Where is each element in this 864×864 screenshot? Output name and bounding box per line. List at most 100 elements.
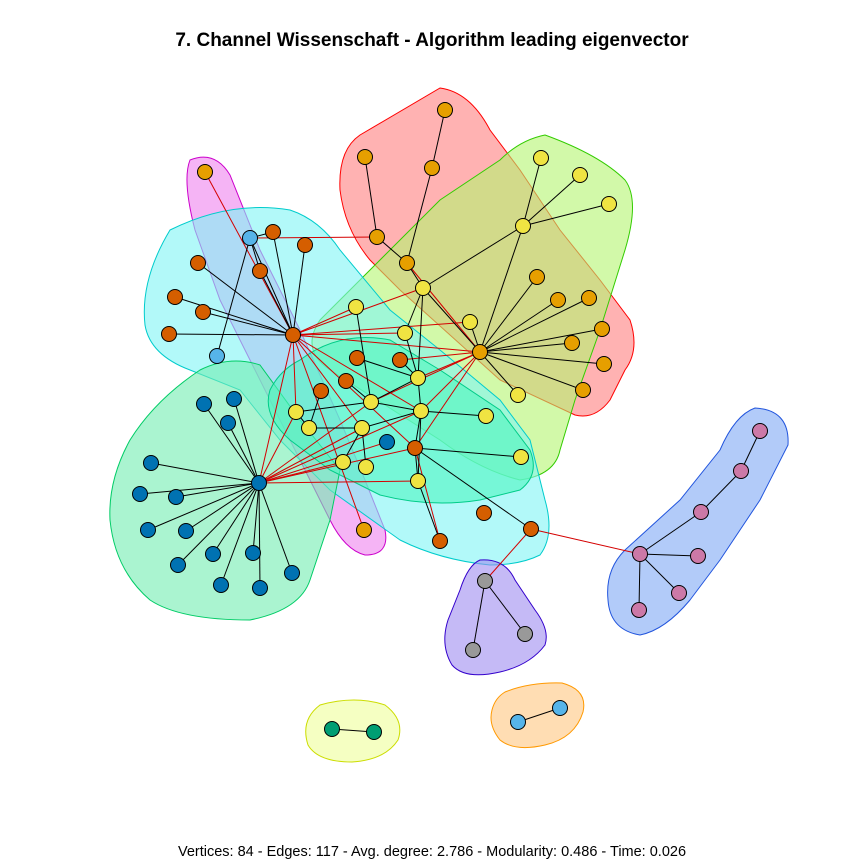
vertex-y17 — [335, 454, 351, 470]
cross-community-edge — [530, 528, 641, 555]
vertex-b14 — [252, 580, 268, 596]
edge — [220, 482, 260, 586]
graph-nodes — [132, 102, 768, 740]
vertex-hubO — [472, 344, 488, 360]
edge — [216, 237, 251, 357]
cross-community-edge — [292, 334, 363, 429]
vertex-o11 — [596, 356, 612, 372]
edge — [638, 553, 641, 611]
edge — [479, 342, 573, 353]
vertex-d8 — [349, 350, 365, 366]
vertex-y13 — [363, 394, 379, 410]
cross-community-edge — [258, 411, 297, 484]
vertex-d15 — [432, 533, 448, 549]
edge — [522, 203, 610, 227]
edge — [292, 244, 306, 336]
vertex-y3 — [601, 196, 617, 212]
edge — [406, 167, 433, 264]
vertex-s4 — [552, 700, 568, 716]
vertex-y11 — [478, 408, 494, 424]
vertex-y16 — [354, 420, 370, 436]
edge — [139, 482, 260, 495]
edge — [404, 287, 424, 334]
vertex-d5 — [167, 289, 183, 305]
edge — [370, 401, 422, 412]
edge — [252, 482, 260, 554]
edge — [479, 351, 519, 396]
edge — [356, 357, 419, 379]
vertex-s2 — [209, 348, 225, 364]
cross-community-edge — [258, 480, 419, 484]
edge — [522, 157, 542, 227]
vertex-y18 — [358, 459, 374, 475]
vertex-s1 — [242, 230, 258, 246]
vertex-b3 — [220, 415, 236, 431]
edge — [479, 276, 538, 353]
edge — [422, 225, 524, 289]
edge — [472, 580, 486, 651]
vertex-y12 — [413, 403, 429, 419]
cross-community-edge — [399, 351, 481, 361]
vertex-d11 — [313, 383, 329, 399]
vertex-o3 — [424, 160, 440, 176]
edge — [185, 482, 260, 532]
vertex-p3 — [693, 504, 709, 520]
vertex-y19 — [410, 473, 426, 489]
vertex-d6 — [195, 304, 211, 320]
vertex-d9 — [392, 352, 408, 368]
vertex-y4 — [515, 218, 531, 234]
edge — [258, 482, 293, 574]
edge — [639, 511, 702, 555]
edge — [522, 174, 581, 227]
vertex-o5 — [399, 255, 415, 271]
vertex-y6 — [462, 314, 478, 330]
vertex-y10 — [510, 387, 526, 403]
edge — [639, 553, 699, 557]
vertex-y7 — [348, 299, 364, 315]
vertex-g2 — [517, 626, 533, 642]
vertex-n1 — [324, 721, 340, 737]
cross-community-edge — [292, 334, 297, 413]
vertex-b1 — [196, 396, 212, 412]
vertex-p6 — [631, 602, 647, 618]
edge — [361, 410, 422, 429]
cross-community-edge — [258, 427, 363, 484]
edge — [364, 156, 378, 238]
vertex-b6 — [168, 489, 184, 505]
edge — [479, 351, 584, 391]
edge — [422, 287, 481, 353]
vertex-p4 — [690, 548, 706, 564]
vertex-y5 — [415, 280, 431, 296]
edge — [202, 311, 294, 336]
vertex-s3 — [510, 714, 526, 730]
cross-community-edge — [258, 410, 422, 484]
edge — [414, 447, 532, 530]
cross-community-edge — [292, 334, 481, 353]
vertex-g3 — [465, 642, 481, 658]
edge — [227, 422, 260, 484]
cross-community-edge — [292, 306, 357, 336]
vertex-o12 — [575, 382, 591, 398]
vertex-b5 — [132, 486, 148, 502]
vertex-o4 — [369, 229, 385, 245]
cross-community-edge — [292, 334, 422, 412]
edge — [233, 398, 260, 484]
edge — [150, 462, 260, 484]
vertex-p2 — [733, 463, 749, 479]
vertex-d3 — [190, 255, 206, 271]
vertex-o8 — [581, 290, 597, 306]
edge — [295, 401, 372, 413]
cross-community-edge — [258, 441, 388, 484]
vertex-d7 — [161, 326, 177, 342]
vertex-o2 — [357, 149, 373, 165]
cross-community-edge — [420, 351, 481, 412]
edge — [168, 333, 294, 336]
edge — [417, 480, 441, 542]
vertex-y9 — [410, 370, 426, 386]
edge — [272, 231, 294, 336]
edge — [197, 262, 294, 336]
cross-community-edge — [292, 334, 416, 449]
cross-community-edge — [258, 461, 344, 484]
vertex-b10 — [205, 546, 221, 562]
